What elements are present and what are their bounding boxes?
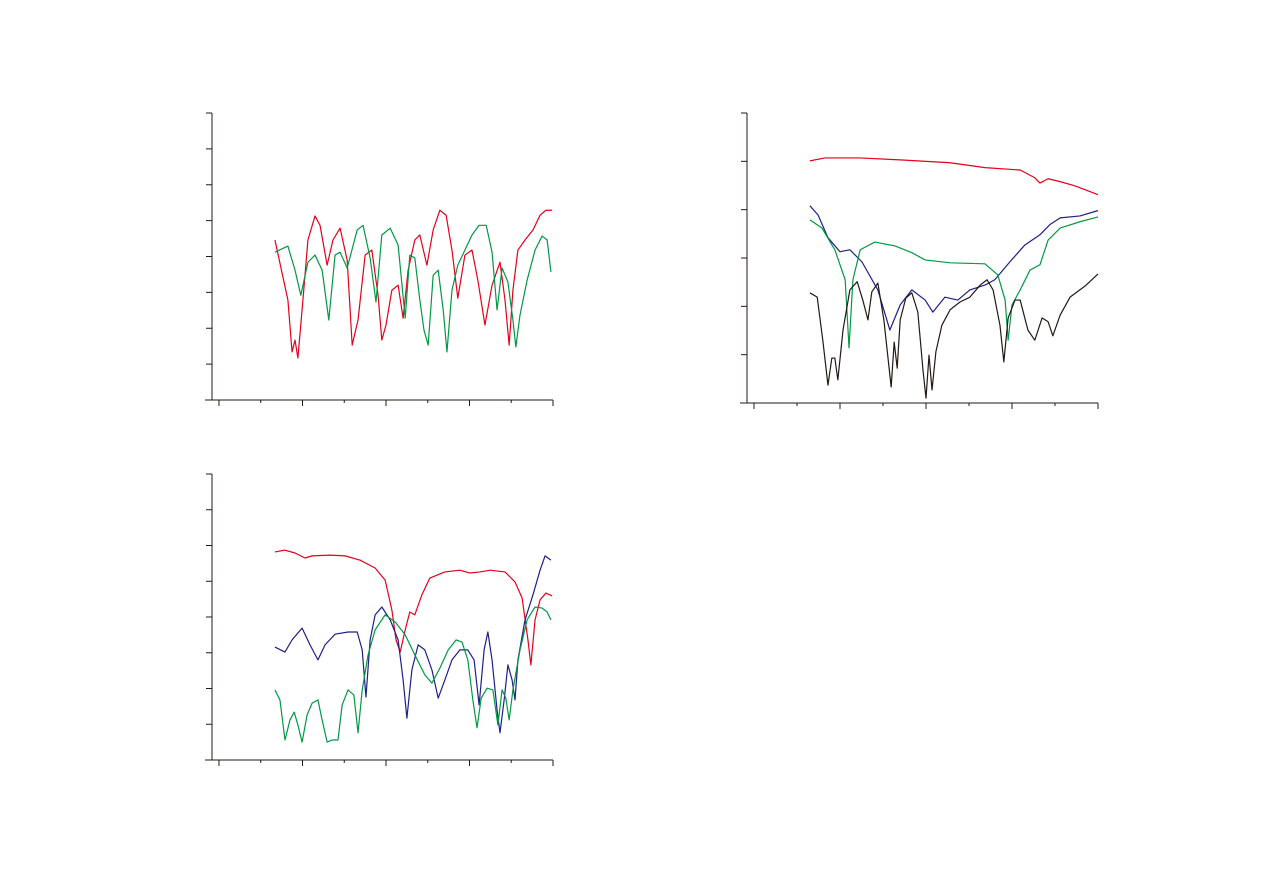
data-line (274, 224, 552, 353)
data-line (274, 209, 553, 359)
data-line (809, 205, 1099, 331)
data-line (809, 216, 1099, 349)
data-line (274, 555, 552, 734)
data-line (274, 549, 553, 666)
data-line (274, 606, 552, 743)
data-line (809, 273, 1099, 399)
data-line (809, 157, 1099, 196)
